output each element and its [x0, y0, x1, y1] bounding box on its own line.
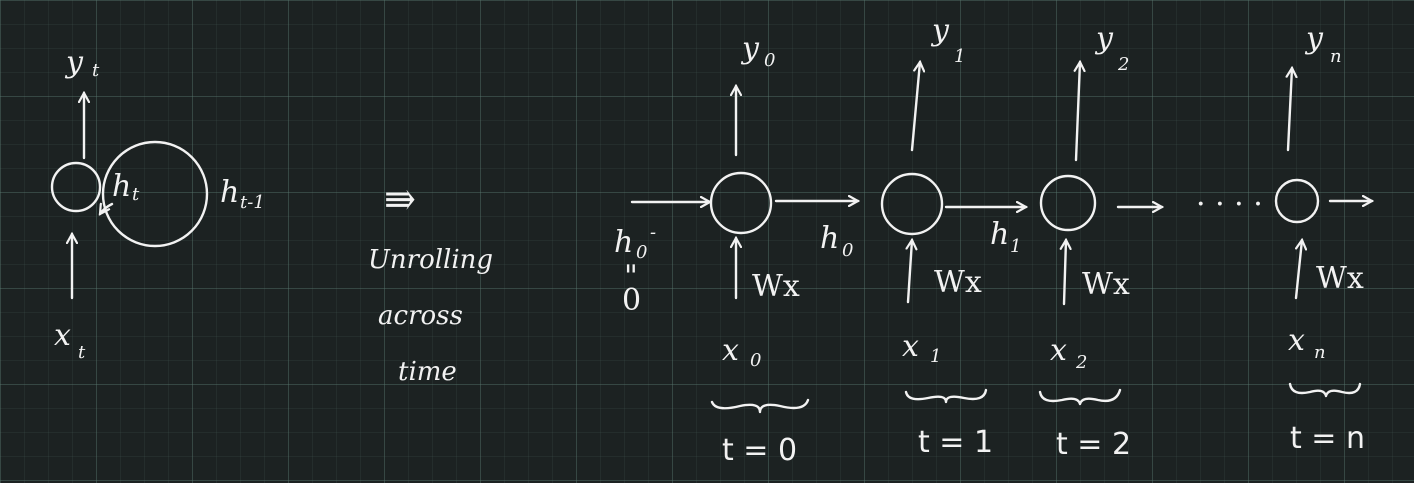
output-label: y	[930, 13, 950, 48]
time-brace	[904, 388, 988, 404]
transition-text-line1: Unrolling	[368, 245, 493, 275]
folded-output-sub: t	[92, 60, 100, 81]
unroll-transition: ⇛ Unrolling across time	[368, 177, 493, 387]
time-step-1: y 1 Wx x 1 t = 1 h 1	[880, 13, 1026, 460]
folded-input-sub: t	[78, 342, 86, 363]
input-sub: 0	[750, 350, 761, 371]
input-label: x	[1050, 333, 1067, 368]
state-sub: 0	[842, 240, 853, 261]
folded-input-label: x	[54, 318, 71, 353]
input-label: x	[722, 333, 739, 368]
input-label: x	[1288, 323, 1305, 358]
output-sub: 2	[1117, 54, 1129, 75]
implies-arrow-icon: ⇛	[384, 177, 416, 221]
output-arrow	[910, 62, 920, 152]
transition-text-line3: time	[398, 357, 457, 387]
folded-hidden-sub: t	[132, 184, 140, 205]
rnn-cell-circle	[709, 171, 773, 235]
recurrent-feedback-arrow	[100, 204, 114, 214]
input-arrow	[1294, 240, 1302, 300]
unrolled-rnn-diagram: h 0 - " 0 y 0 Wx x 0 t = 0 h 0 y 1	[614, 13, 1372, 468]
time-brace	[1038, 388, 1122, 406]
time-label: t = 0	[722, 433, 797, 468]
output-arrow	[1288, 68, 1292, 152]
prev-hidden-label: h	[220, 175, 239, 210]
time-step-2: y 2 Wx x 2 t = 2	[1038, 21, 1162, 462]
folded-hidden-label: h	[112, 169, 131, 204]
initial-state-value: 0	[622, 283, 641, 318]
state-label: h	[990, 217, 1009, 252]
weight-label: Wx	[1316, 261, 1364, 296]
output-sub: 1	[954, 46, 965, 67]
weight-label: Wx	[1082, 267, 1130, 302]
rnn-cell-circle	[880, 172, 944, 236]
recurrent-loop-circle	[101, 140, 209, 248]
folded-output-label: y	[64, 45, 84, 80]
rnn-cell-circle	[1039, 174, 1097, 232]
folded-cell-circle	[50, 161, 102, 213]
input-sub: n	[1314, 342, 1326, 363]
input-arrow	[1064, 240, 1066, 306]
output-label: y	[740, 31, 760, 66]
state-label: h	[820, 221, 839, 256]
output-sub: 0	[764, 50, 775, 71]
input-sub: 1	[930, 346, 941, 367]
time-step-0: y 0 Wx x 0 t = 0 h 0	[709, 31, 858, 468]
input-label: x	[902, 329, 919, 364]
time-label: t = 2	[1056, 427, 1131, 462]
time-brace	[710, 398, 810, 414]
transition-text-line2: across	[378, 301, 463, 331]
rnn-cell-circle	[1274, 178, 1320, 224]
weight-label: Wx	[752, 269, 800, 304]
output-label: y	[1304, 21, 1324, 56]
time-label: t = n	[1290, 421, 1365, 456]
input-sub: 2	[1075, 352, 1087, 373]
initial-state-sub: 0	[636, 242, 647, 263]
input-arrow	[908, 240, 912, 304]
output-arrow	[1076, 62, 1080, 162]
state-sub: 1	[1010, 236, 1021, 257]
initial-state-mark: -	[650, 222, 656, 243]
initial-equals-mark: "	[624, 259, 638, 294]
time-step-n: y n Wx x n t = n	[1274, 21, 1372, 456]
continuation-dots: · · · ·	[1196, 187, 1263, 222]
time-brace	[1288, 382, 1362, 398]
output-label: y	[1094, 21, 1114, 56]
initial-state-label: h	[614, 225, 633, 260]
output-sub: n	[1330, 46, 1342, 67]
folded-rnn-diagram: y t h t h t-1 x t	[50, 45, 265, 363]
prev-hidden-sub: t-1	[240, 192, 265, 213]
weight-label: Wx	[934, 265, 982, 300]
time-label: t = 1	[918, 425, 993, 460]
